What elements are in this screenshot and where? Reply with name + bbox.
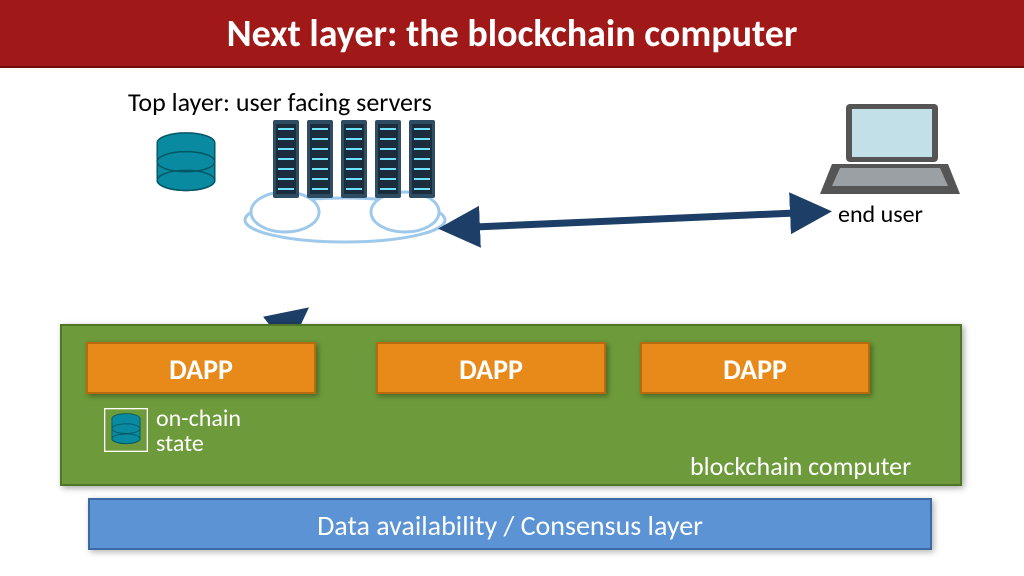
slide-title: Next layer: the blockchain computer xyxy=(0,0,1024,68)
end-user-label: end user xyxy=(838,200,923,229)
dapp-label: DAPP xyxy=(459,352,523,387)
dapp-label: DAPP xyxy=(169,352,233,387)
dapp-label: DAPP xyxy=(723,352,787,387)
arrow-servers-laptop xyxy=(452,212,818,228)
consensus-layer-label: Data availability / Consensus layer xyxy=(317,508,703,543)
laptop-icon xyxy=(820,100,960,200)
database-icon xyxy=(150,130,222,202)
slide-title-text: Next layer: the blockchain computer xyxy=(227,11,798,57)
dapp-box-3: DAPP xyxy=(640,342,870,394)
onchain-db-icon xyxy=(104,408,148,452)
dapp-box-2: DAPP xyxy=(376,342,606,394)
dapp-box-1: DAPP xyxy=(86,342,316,394)
consensus-layer-box: Data availability / Consensus layer xyxy=(88,498,932,550)
blockchain-computer-label: blockchain computer xyxy=(690,450,911,482)
cloud-servers-icon xyxy=(235,108,455,248)
onchain-state-label: on-chainstate xyxy=(156,406,241,456)
